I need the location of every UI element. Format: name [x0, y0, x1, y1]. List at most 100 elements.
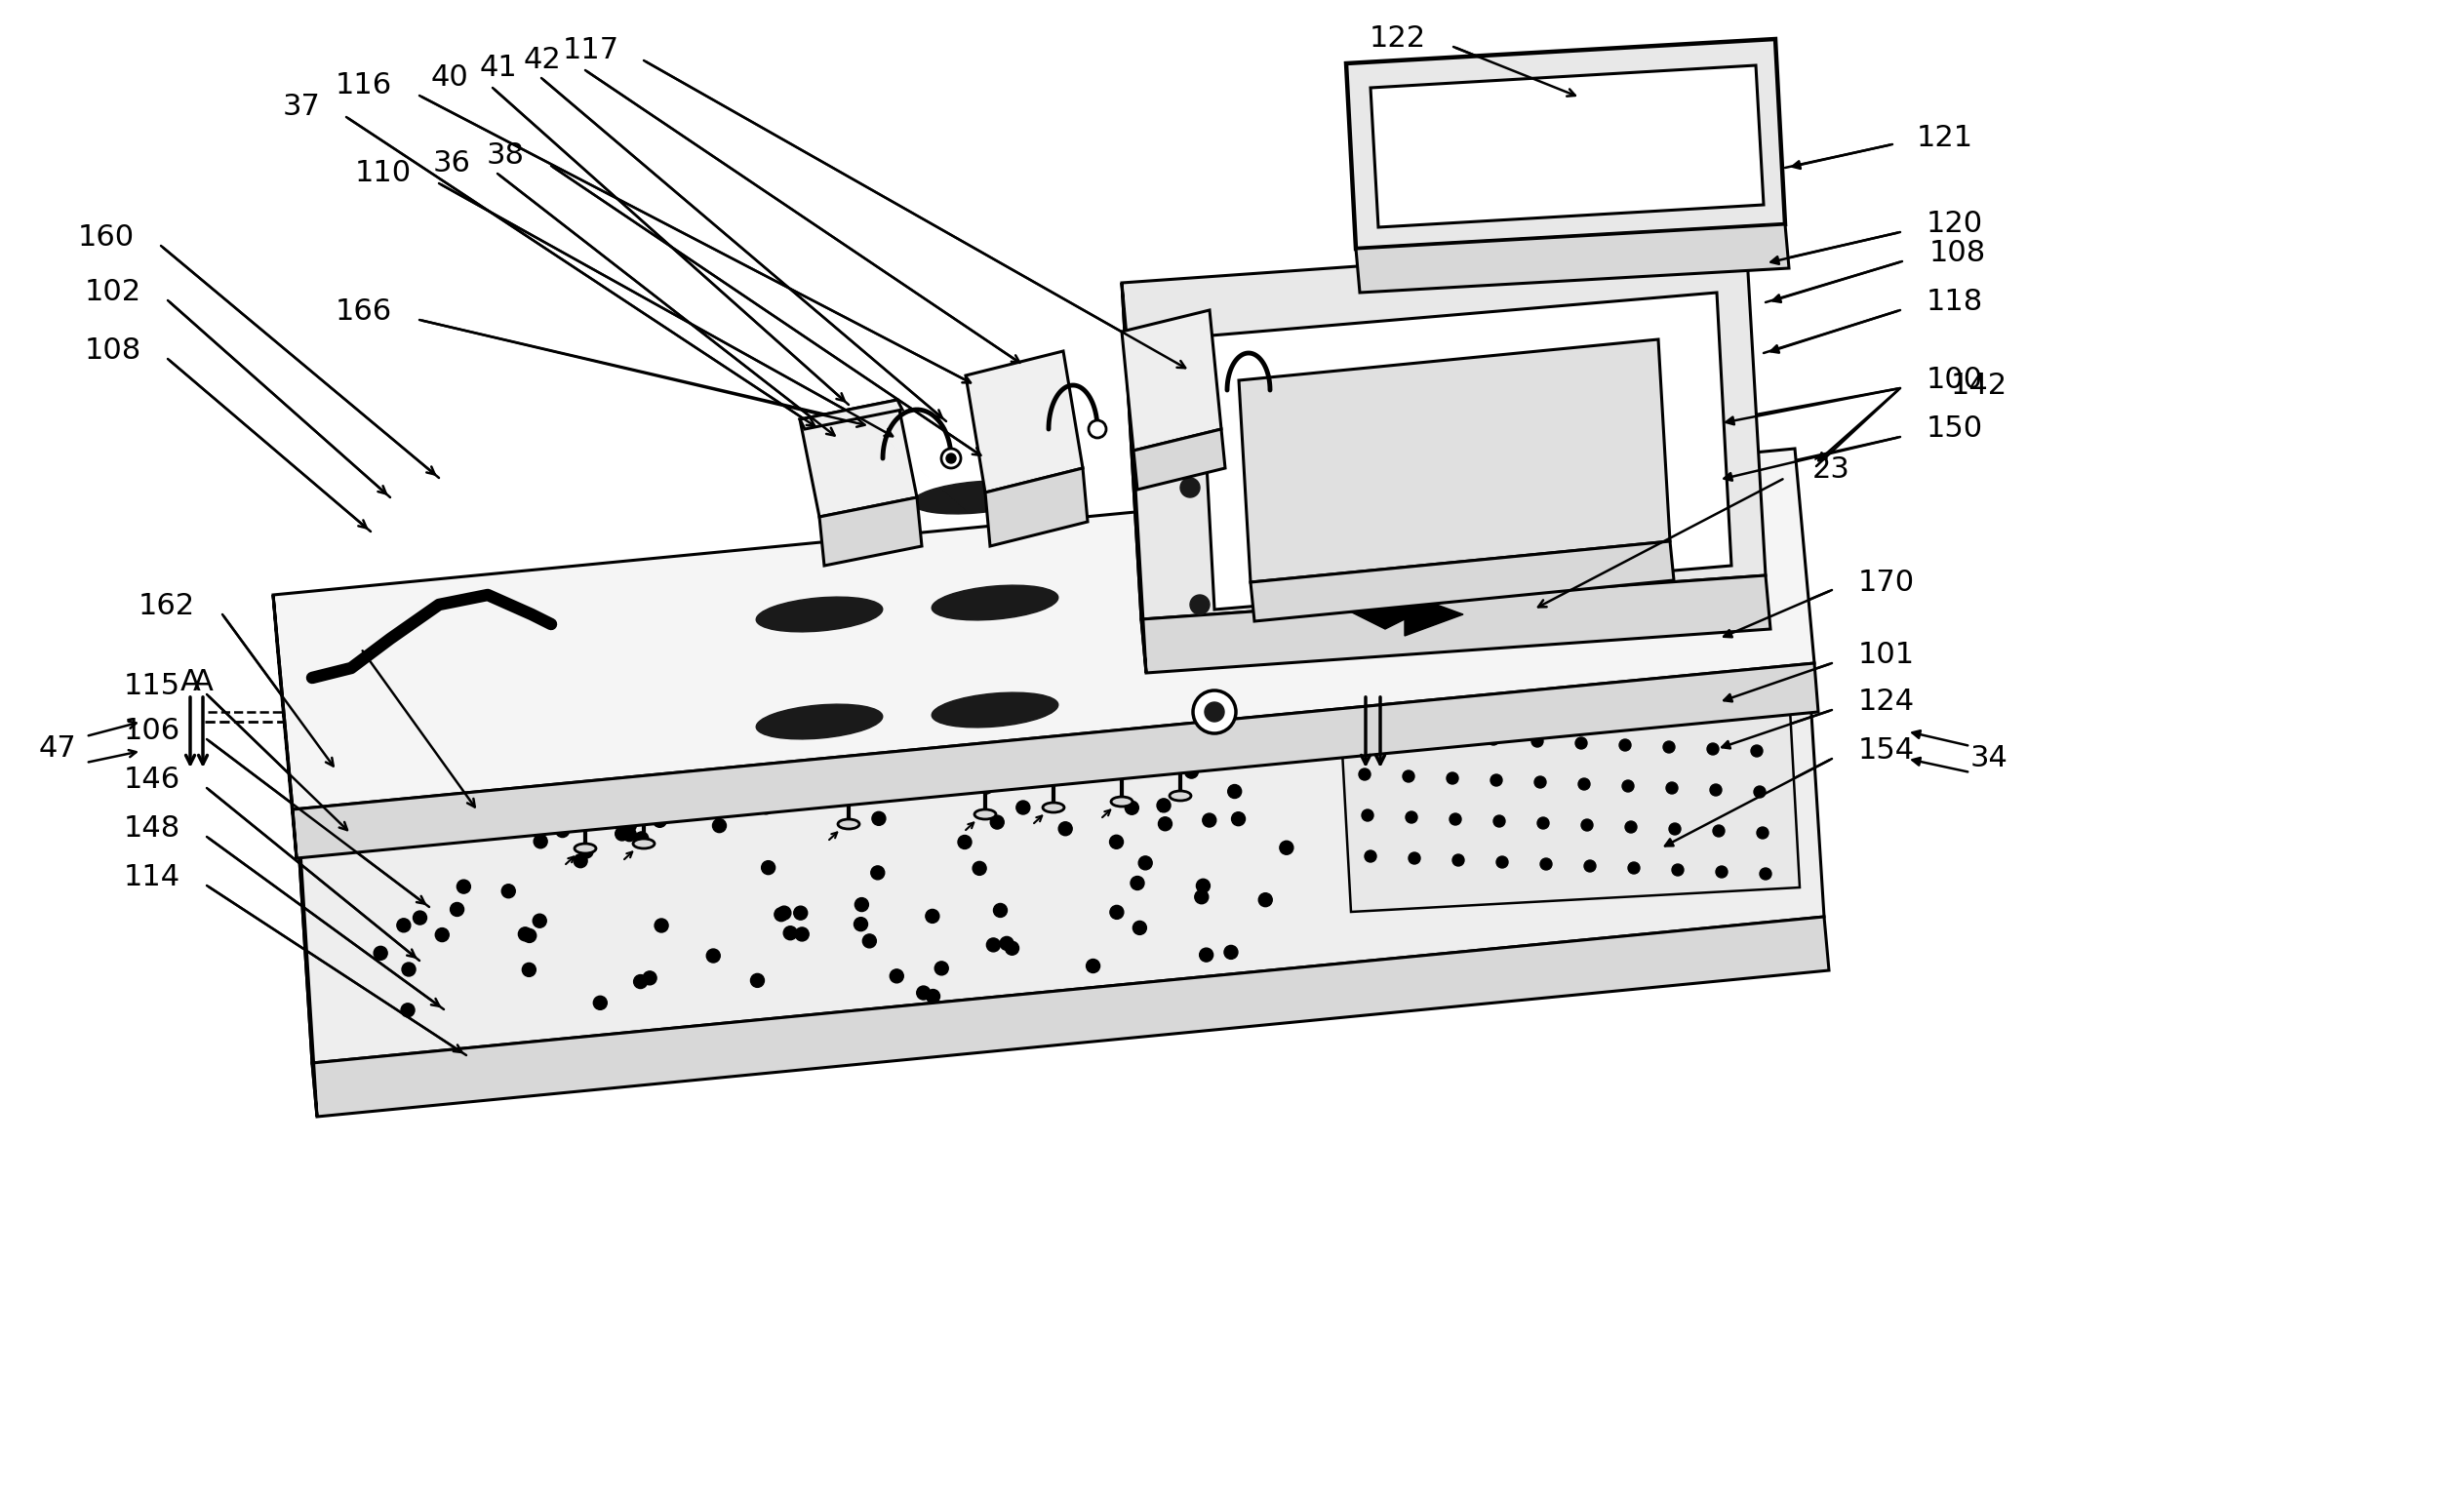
Circle shape — [414, 757, 426, 771]
Circle shape — [1156, 707, 1168, 722]
Text: 115: 115 — [123, 672, 180, 701]
Circle shape — [1488, 734, 1498, 746]
Circle shape — [784, 927, 798, 940]
Circle shape — [653, 814, 668, 828]
Ellipse shape — [1146, 470, 1195, 501]
Circle shape — [1200, 948, 1212, 961]
Circle shape — [414, 912, 426, 925]
Polygon shape — [274, 594, 296, 858]
Circle shape — [574, 853, 586, 868]
Polygon shape — [1335, 620, 1799, 912]
Text: 166: 166 — [335, 298, 392, 326]
Circle shape — [1538, 817, 1550, 829]
Ellipse shape — [838, 760, 860, 771]
Circle shape — [1496, 856, 1508, 868]
Circle shape — [1215, 695, 1230, 708]
Circle shape — [1217, 657, 1230, 671]
Text: 110: 110 — [355, 160, 411, 187]
Circle shape — [1570, 656, 1582, 668]
Circle shape — [1180, 478, 1200, 497]
Circle shape — [1131, 876, 1143, 889]
Circle shape — [520, 796, 532, 810]
Circle shape — [761, 861, 776, 874]
Circle shape — [1198, 879, 1210, 892]
Polygon shape — [1404, 593, 1464, 636]
Circle shape — [1540, 858, 1552, 870]
Circle shape — [934, 961, 949, 975]
Circle shape — [793, 906, 808, 919]
Ellipse shape — [931, 693, 1057, 728]
Circle shape — [1227, 784, 1242, 798]
Circle shape — [1572, 696, 1584, 708]
Text: 41: 41 — [478, 54, 517, 82]
Circle shape — [1158, 798, 1170, 813]
Circle shape — [1614, 657, 1626, 669]
Circle shape — [1451, 855, 1464, 867]
Circle shape — [1087, 960, 1099, 973]
Circle shape — [1621, 780, 1634, 792]
Circle shape — [1402, 771, 1414, 781]
Circle shape — [1491, 774, 1503, 786]
Polygon shape — [293, 751, 318, 1117]
Ellipse shape — [1111, 738, 1133, 748]
Circle shape — [1355, 728, 1368, 740]
Circle shape — [1700, 662, 1712, 674]
Circle shape — [522, 928, 537, 943]
Circle shape — [872, 811, 885, 825]
Circle shape — [946, 454, 956, 463]
Circle shape — [1168, 466, 1212, 509]
Circle shape — [1626, 822, 1636, 832]
Circle shape — [1584, 861, 1597, 871]
Text: 37: 37 — [281, 93, 320, 121]
Polygon shape — [1121, 310, 1222, 451]
Circle shape — [1193, 690, 1237, 734]
Circle shape — [1710, 784, 1722, 796]
Circle shape — [1525, 653, 1538, 665]
Circle shape — [483, 729, 498, 744]
Circle shape — [1358, 768, 1370, 780]
Circle shape — [397, 919, 411, 933]
Ellipse shape — [1111, 796, 1133, 807]
Text: 148: 148 — [123, 814, 180, 843]
Circle shape — [1619, 740, 1631, 751]
Circle shape — [372, 777, 384, 790]
Circle shape — [579, 844, 594, 858]
Text: 160: 160 — [79, 225, 136, 251]
Circle shape — [535, 835, 547, 849]
Circle shape — [1533, 735, 1542, 747]
Circle shape — [1712, 825, 1725, 837]
Circle shape — [636, 832, 648, 846]
Circle shape — [429, 775, 444, 789]
Text: 101: 101 — [1858, 641, 1915, 669]
Circle shape — [1449, 813, 1461, 825]
Circle shape — [503, 885, 515, 898]
Circle shape — [375, 946, 387, 960]
Text: 170: 170 — [1858, 567, 1915, 596]
Circle shape — [1084, 760, 1096, 774]
Text: 34: 34 — [1971, 744, 2008, 772]
Text: 106: 106 — [123, 717, 180, 746]
Circle shape — [1294, 734, 1306, 747]
Circle shape — [1666, 781, 1678, 793]
Circle shape — [776, 906, 791, 919]
Circle shape — [993, 904, 1008, 918]
Ellipse shape — [633, 838, 655, 849]
Circle shape — [752, 973, 764, 988]
Circle shape — [1582, 819, 1592, 831]
Circle shape — [954, 734, 966, 747]
Circle shape — [1005, 942, 1020, 955]
Circle shape — [1745, 663, 1757, 675]
Polygon shape — [966, 352, 1082, 493]
Circle shape — [522, 963, 535, 976]
Polygon shape — [1239, 340, 1671, 582]
Text: 42: 42 — [522, 46, 562, 75]
Circle shape — [941, 449, 961, 469]
Text: 154: 154 — [1858, 737, 1915, 765]
Circle shape — [926, 909, 939, 924]
Text: 150: 150 — [1927, 415, 1984, 443]
Polygon shape — [801, 400, 917, 516]
Text: 124: 124 — [1858, 689, 1915, 717]
Text: 108: 108 — [84, 337, 140, 365]
Circle shape — [517, 927, 532, 942]
Circle shape — [1616, 698, 1629, 710]
